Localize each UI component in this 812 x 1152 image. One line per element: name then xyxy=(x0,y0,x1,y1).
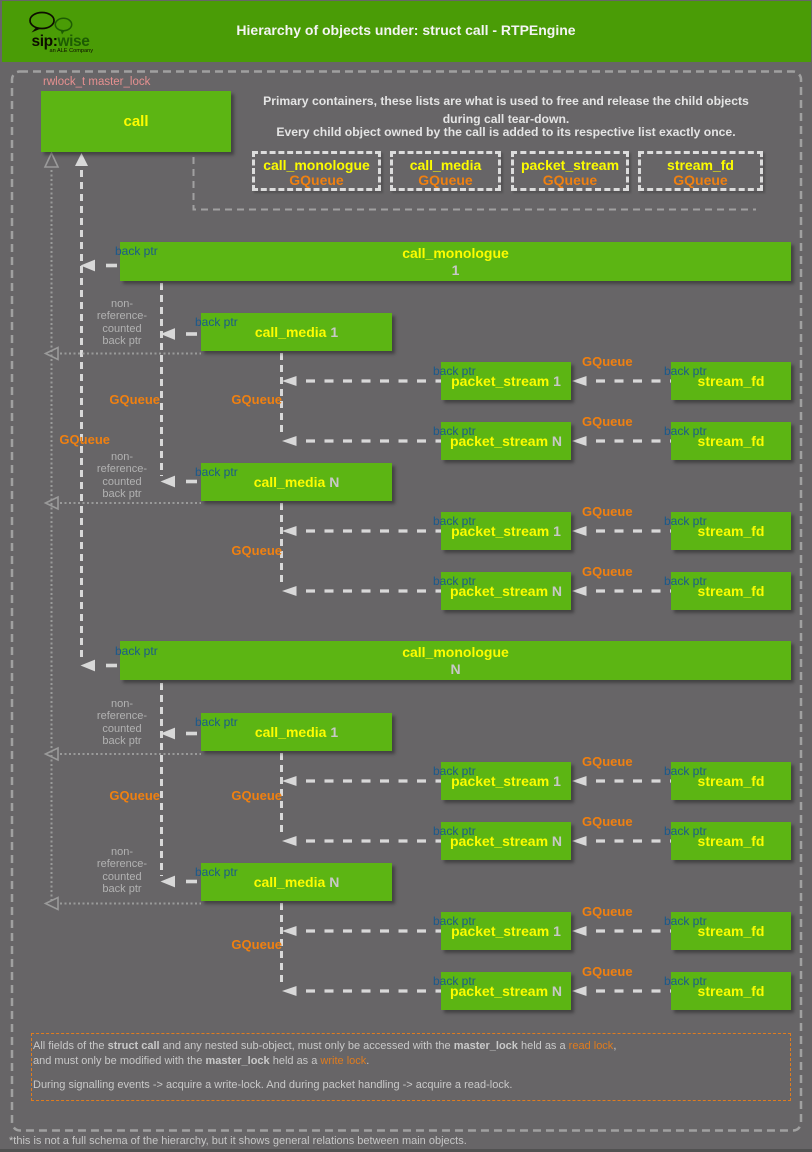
svg-text:sip:wise: sip:wise xyxy=(31,33,90,50)
svg-text:an ALE Company: an ALE Company xyxy=(49,48,93,54)
